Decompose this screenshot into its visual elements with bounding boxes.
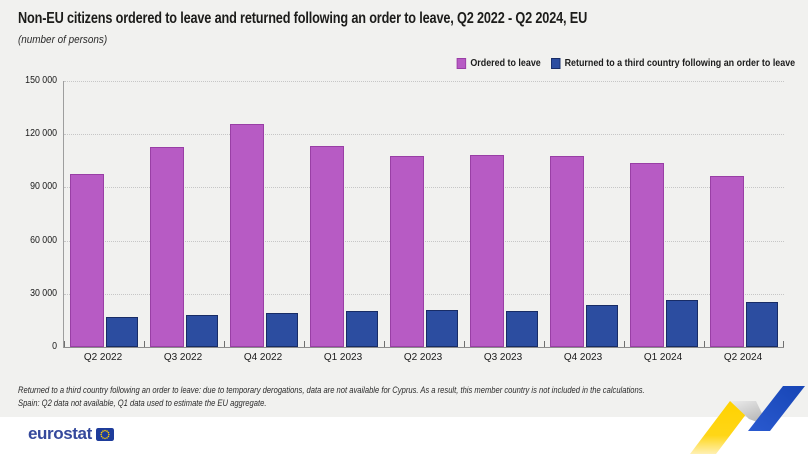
- x-axis-label: Q4 2022: [243, 352, 283, 363]
- y-axis-label: 0: [52, 341, 57, 352]
- bar-ordered-q4-2022: [230, 124, 264, 347]
- x-axis-label: Q3 2023: [483, 352, 523, 363]
- bar-returned-q4-2023: [586, 305, 618, 347]
- legend-item-returned-to-third-country: Returned to a third country following an…: [550, 57, 795, 69]
- bar-returned-q2-2022: [106, 317, 138, 347]
- bar-returned-q1-2023: [346, 311, 378, 347]
- x-axis-tick: [64, 341, 65, 347]
- y-axis-label: 150 000: [25, 75, 57, 86]
- x-axis-tick: [783, 341, 784, 347]
- gridline: [64, 134, 784, 136]
- bar-ordered-q3-2023: [470, 155, 504, 347]
- eurostat-logo: eurostat: [28, 424, 114, 444]
- bar-returned-q1-2024: [666, 300, 698, 347]
- bar-ordered-q3-2022: [150, 147, 184, 347]
- plot-area: [63, 81, 784, 348]
- legend-label-ordered: Ordered to leave: [470, 57, 541, 69]
- y-axis-label: 120 000: [25, 128, 57, 140]
- x-axis-tick: [384, 341, 385, 347]
- x-axis-label: Q2 2024: [723, 352, 763, 363]
- x-axis-label: Q2 2023: [403, 352, 443, 363]
- legend-label-returned: Returned to a third country following an…: [564, 57, 795, 69]
- x-axis-tick: [304, 341, 305, 347]
- chart-legend: Ordered to leave Returned to a third cou…: [456, 57, 795, 69]
- legend-item-ordered-to-leave: Ordered to leave: [456, 57, 541, 69]
- x-axis-label: Q2 2022: [83, 352, 123, 363]
- bar-ordered-q2-2022: [70, 174, 104, 347]
- x-axis-tick: [704, 341, 705, 347]
- footnote-cyprus: Returned to a third country following an…: [18, 385, 645, 396]
- gridline: [64, 187, 784, 189]
- bar-ordered-q2-2023: [390, 156, 424, 347]
- bar-ordered-q1-2023: [310, 146, 344, 347]
- y-axis-label: 30 000: [30, 287, 57, 299]
- page-title: Non-EU citizens ordered to leave and ret…: [18, 10, 588, 27]
- x-axis-tick: [544, 341, 545, 347]
- bar-returned-q3-2023: [506, 311, 538, 347]
- x-axis-label: Q1 2023: [323, 352, 363, 363]
- gridline: [64, 81, 784, 82]
- x-axis-label: Q3 2022: [163, 352, 203, 363]
- x-axis-tick: [144, 341, 145, 347]
- bar-returned-q2-2023: [426, 310, 458, 347]
- bar-returned-q2-2024: [746, 302, 778, 347]
- eurostat-zigzag-decoration-icon: [690, 386, 805, 454]
- x-axis-tick: [464, 341, 465, 347]
- bar-ordered-q4-2023: [550, 156, 584, 347]
- bar-returned-q3-2022: [186, 315, 218, 347]
- bar-returned-q4-2022: [266, 313, 298, 347]
- x-axis-tick: [624, 341, 625, 347]
- bar-ordered-q1-2024: [630, 163, 664, 347]
- x-axis-label: Q4 2023: [563, 352, 603, 363]
- footnote-spain: Spain: Q2 data not available, Q1 data us…: [18, 398, 267, 409]
- bar-ordered-q2-2024: [710, 176, 744, 347]
- y-axis-label: 90 000: [30, 181, 57, 193]
- footer-strip: [0, 417, 808, 454]
- gridline: [64, 293, 784, 295]
- gridline: [64, 240, 784, 242]
- x-axis-label: Q1 2024: [643, 352, 683, 363]
- y-axis-label: 60 000: [30, 234, 57, 246]
- eurostat-wordmark: eurostat: [28, 424, 92, 443]
- page-subtitle: (number of persons): [18, 34, 108, 46]
- legend-swatch-returned-icon: [550, 57, 561, 69]
- eu-flag-icon: [95, 427, 114, 441]
- x-axis-tick: [224, 341, 225, 347]
- legend-swatch-ordered-icon: [456, 57, 466, 69]
